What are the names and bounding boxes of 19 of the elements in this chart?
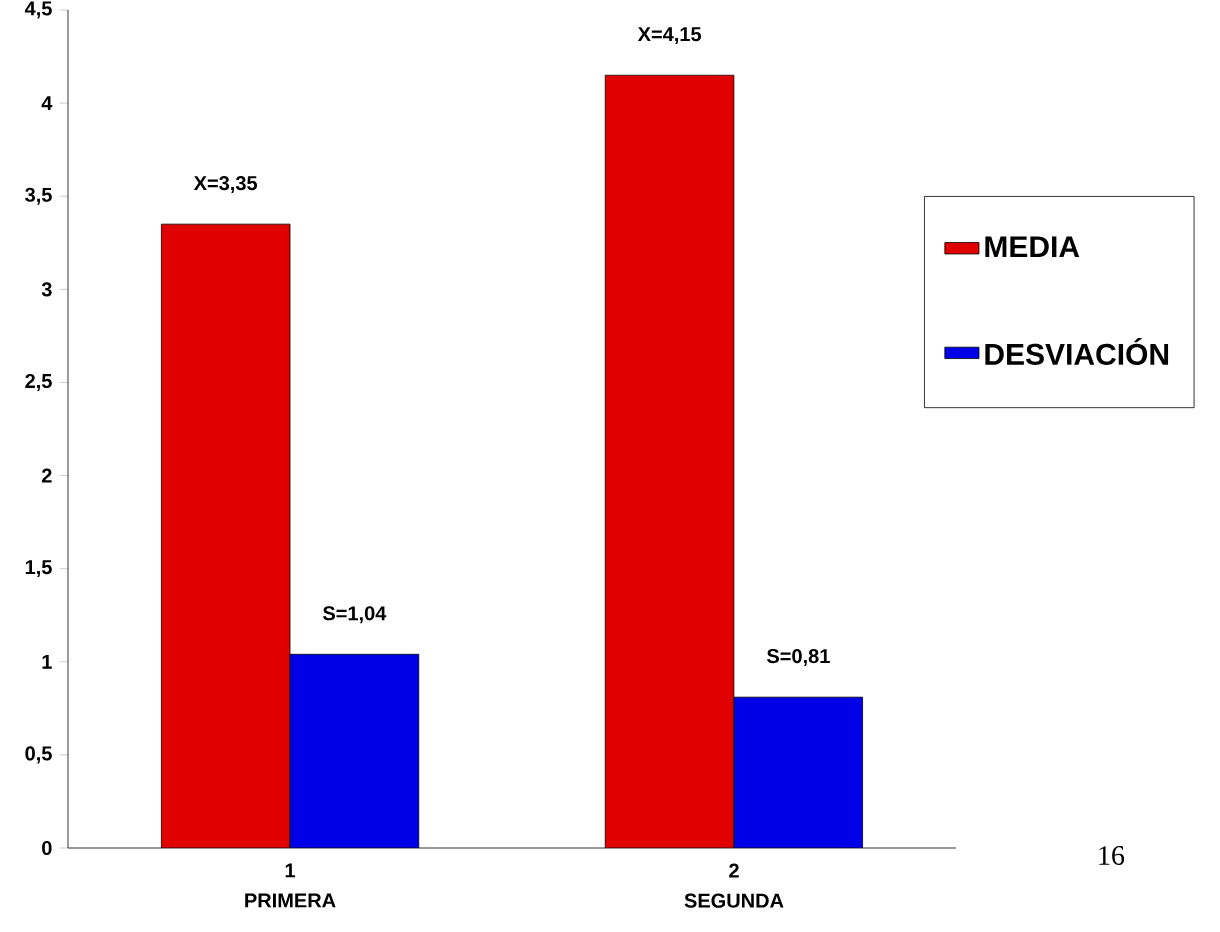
legend-label: MEDIA xyxy=(985,236,1080,258)
y-tick-label: 3,5 xyxy=(25,187,52,205)
data-label: X=3,35 xyxy=(193,176,258,194)
data-label: S=1,04 xyxy=(322,606,387,624)
y-tick-label: 1,5 xyxy=(25,560,52,578)
text: 16 xyxy=(1099,846,1125,865)
text: SEGUNDA xyxy=(684,893,784,908)
y-tick-label: 4 xyxy=(41,96,53,110)
legend-label: DESVIACIÓN xyxy=(985,338,1169,365)
data-label: X=4,15 xyxy=(637,27,702,45)
y-tick-label: 4,5 xyxy=(24,1,52,19)
data-label: S=0,81 xyxy=(766,649,830,667)
y-tick-label: 2,5 xyxy=(25,373,52,391)
text: PRIMERA xyxy=(245,893,336,908)
y-tick-label: 2 xyxy=(41,468,52,483)
y-tick-label: 0,5 xyxy=(25,746,52,764)
y-tick-label: 1 xyxy=(42,654,52,669)
y-tick-label: 0 xyxy=(42,840,52,856)
y-tick-label: 3 xyxy=(41,282,52,297)
